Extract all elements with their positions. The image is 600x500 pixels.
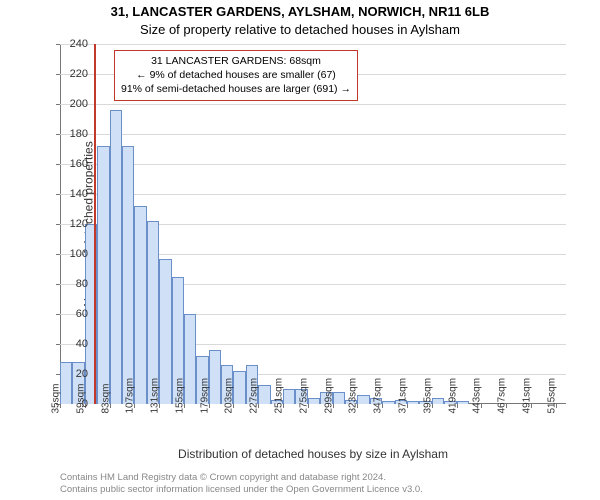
histogram-bar bbox=[122, 146, 134, 404]
y-tick-label: 100 bbox=[48, 248, 88, 260]
grid-line bbox=[60, 44, 566, 45]
histogram-bar bbox=[97, 146, 109, 404]
y-tick-label: 160 bbox=[48, 158, 88, 170]
histogram-bar bbox=[308, 398, 320, 404]
grid-line bbox=[60, 194, 566, 195]
y-tick-label: 80 bbox=[48, 278, 88, 290]
y-tick-label: 40 bbox=[48, 338, 88, 350]
histogram-bar bbox=[110, 110, 122, 404]
y-tick-label: 200 bbox=[48, 98, 88, 110]
histogram-bar bbox=[209, 350, 221, 404]
plot-area: 31 LANCASTER GARDENS: 68sqm← 9% of detac… bbox=[60, 44, 566, 404]
y-tick-label: 120 bbox=[48, 218, 88, 230]
y-tick-label: 180 bbox=[48, 128, 88, 140]
y-tick-label: 220 bbox=[48, 68, 88, 80]
histogram-bar bbox=[159, 259, 171, 405]
histogram-bar bbox=[432, 398, 444, 404]
reference-line bbox=[94, 44, 96, 404]
histogram-bar bbox=[283, 389, 295, 404]
y-tick-label: 60 bbox=[48, 308, 88, 320]
credits: Contains HM Land Registry data © Crown c… bbox=[60, 472, 423, 496]
histogram-bar bbox=[258, 385, 270, 405]
address-title: 31, LANCASTER GARDENS, AYLSHAM, NORWICH,… bbox=[0, 4, 600, 19]
annotation-box: 31 LANCASTER GARDENS: 68sqm← 9% of detac… bbox=[114, 50, 358, 101]
subtitle: Size of property relative to detached ho… bbox=[0, 22, 600, 37]
histogram-bar bbox=[357, 395, 369, 404]
histogram-bar bbox=[184, 314, 196, 404]
histogram-bar bbox=[407, 401, 419, 404]
grid-line bbox=[60, 104, 566, 105]
histogram-bar bbox=[147, 221, 159, 404]
grid-line bbox=[60, 134, 566, 135]
y-tick-label: 140 bbox=[48, 188, 88, 200]
y-tick-label: 20 bbox=[48, 368, 88, 380]
histogram-bar bbox=[134, 206, 146, 404]
chart-container: { "title_line1": "31, LANCASTER GARDENS,… bbox=[0, 0, 600, 500]
histogram-bar bbox=[233, 371, 245, 404]
histogram-bar bbox=[382, 401, 394, 404]
grid-line bbox=[60, 164, 566, 165]
y-tick-label: 240 bbox=[48, 38, 88, 50]
x-axis-label: Distribution of detached houses by size … bbox=[60, 447, 566, 461]
